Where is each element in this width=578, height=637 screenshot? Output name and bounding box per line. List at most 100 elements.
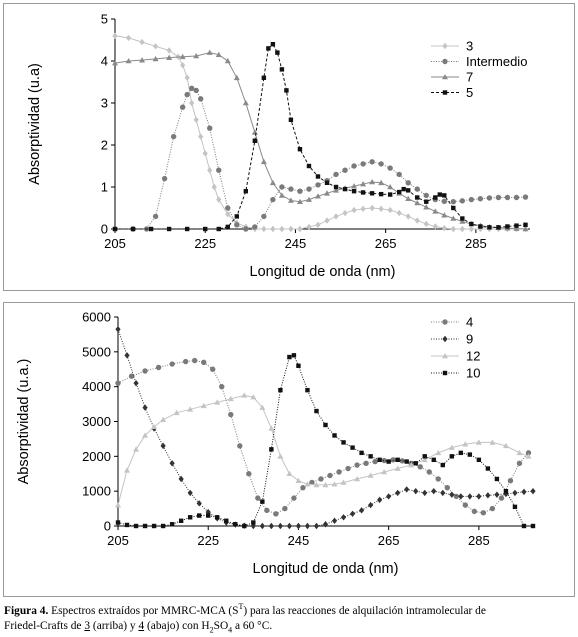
data-point bbox=[242, 523, 247, 529]
data-point bbox=[395, 489, 401, 497]
data-point bbox=[448, 444, 455, 450]
data-point bbox=[489, 439, 496, 445]
data-point bbox=[349, 510, 356, 518]
data-point bbox=[259, 404, 266, 410]
data-point bbox=[273, 511, 279, 517]
data-point bbox=[170, 133, 177, 140]
data-point bbox=[494, 476, 500, 482]
data-point bbox=[390, 457, 396, 463]
data-point bbox=[458, 493, 464, 500]
caption-text-5: (abajo) con H bbox=[144, 619, 210, 632]
data-point bbox=[396, 189, 402, 195]
data-point bbox=[523, 222, 528, 227]
data-point bbox=[297, 188, 303, 194]
data-point bbox=[468, 225, 474, 233]
data-point bbox=[279, 225, 285, 233]
data-point bbox=[404, 486, 410, 493]
data-point bbox=[453, 493, 460, 500]
data-point bbox=[277, 522, 283, 530]
data-point bbox=[513, 194, 520, 201]
data-point bbox=[225, 211, 231, 218]
data-point bbox=[395, 457, 400, 463]
data-point bbox=[369, 178, 376, 185]
data-point bbox=[525, 450, 532, 456]
data-point bbox=[360, 181, 367, 187]
data-point bbox=[112, 32, 118, 39]
data-point bbox=[498, 495, 505, 501]
data-point bbox=[115, 520, 121, 525]
data-point bbox=[318, 476, 324, 482]
data-point bbox=[440, 462, 445, 468]
data-point bbox=[178, 518, 184, 523]
data-point bbox=[306, 186, 312, 192]
data-point bbox=[421, 456, 428, 463]
data-point bbox=[406, 188, 411, 193]
data-point bbox=[291, 495, 297, 501]
data-point bbox=[377, 457, 382, 463]
data-point bbox=[234, 222, 240, 228]
legend-marker bbox=[442, 42, 448, 50]
legend-marker bbox=[442, 90, 448, 95]
data-point bbox=[459, 225, 465, 233]
data-point bbox=[495, 194, 502, 201]
data-point bbox=[142, 432, 149, 438]
data-point bbox=[196, 513, 202, 518]
legend-label: 10 bbox=[466, 366, 480, 381]
data-point bbox=[469, 221, 474, 227]
data-point bbox=[408, 462, 415, 468]
data-point bbox=[184, 226, 190, 232]
data-point bbox=[193, 52, 200, 59]
x-tick-label: 285 bbox=[468, 533, 490, 548]
data-point bbox=[225, 224, 230, 230]
legend-label: 5 bbox=[466, 85, 473, 100]
y-tick-label: 4000 bbox=[82, 379, 111, 394]
x-tick-label: 245 bbox=[285, 236, 307, 251]
data-point bbox=[286, 470, 293, 477]
data-point bbox=[415, 195, 420, 200]
data-point bbox=[360, 205, 366, 213]
series-line bbox=[117, 360, 529, 515]
data-point bbox=[269, 447, 274, 452]
data-point bbox=[305, 196, 312, 202]
series-10 bbox=[115, 353, 536, 529]
data-point bbox=[341, 440, 346, 445]
data-point bbox=[351, 163, 357, 169]
data-point bbox=[216, 167, 222, 173]
data-point bbox=[264, 507, 270, 514]
data-point bbox=[441, 212, 448, 218]
data-point bbox=[251, 520, 256, 525]
data-point bbox=[297, 147, 303, 152]
data-point bbox=[304, 481, 311, 487]
data-point bbox=[130, 226, 136, 232]
data-point bbox=[387, 192, 393, 197]
data-point bbox=[503, 490, 509, 498]
data-point bbox=[378, 161, 384, 167]
data-point bbox=[368, 501, 374, 509]
data-point bbox=[155, 364, 162, 371]
data-point bbox=[133, 523, 139, 529]
data-point bbox=[243, 189, 249, 194]
data-point bbox=[206, 49, 213, 55]
x-tick-label: 265 bbox=[378, 533, 400, 548]
data-point bbox=[522, 194, 529, 200]
legend-marker bbox=[442, 74, 448, 80]
x-tick-label: 285 bbox=[465, 236, 487, 251]
data-point bbox=[215, 51, 222, 57]
data-point bbox=[142, 368, 148, 374]
figure-caption: Figura 4. Espectros extraídos por MMRC-M… bbox=[4, 599, 576, 637]
chart-panel-bottom: 0 1000 2000 3000 4000 5000 6000 205 225 245 265 285… bbox=[3, 302, 575, 597]
legend-marker bbox=[442, 353, 448, 359]
legend-label: 12 bbox=[466, 349, 480, 364]
data-point bbox=[507, 478, 514, 484]
data-point bbox=[259, 522, 265, 530]
data-point bbox=[405, 195, 412, 202]
data-point bbox=[184, 91, 190, 98]
data-point bbox=[521, 523, 527, 529]
y-tick-label: 5000 bbox=[82, 344, 111, 359]
data-point bbox=[219, 383, 225, 390]
data-point bbox=[530, 523, 536, 529]
y-tick-label: 5 bbox=[101, 12, 108, 27]
data-point bbox=[480, 510, 487, 516]
data-point bbox=[268, 522, 274, 530]
data-point bbox=[440, 489, 446, 497]
